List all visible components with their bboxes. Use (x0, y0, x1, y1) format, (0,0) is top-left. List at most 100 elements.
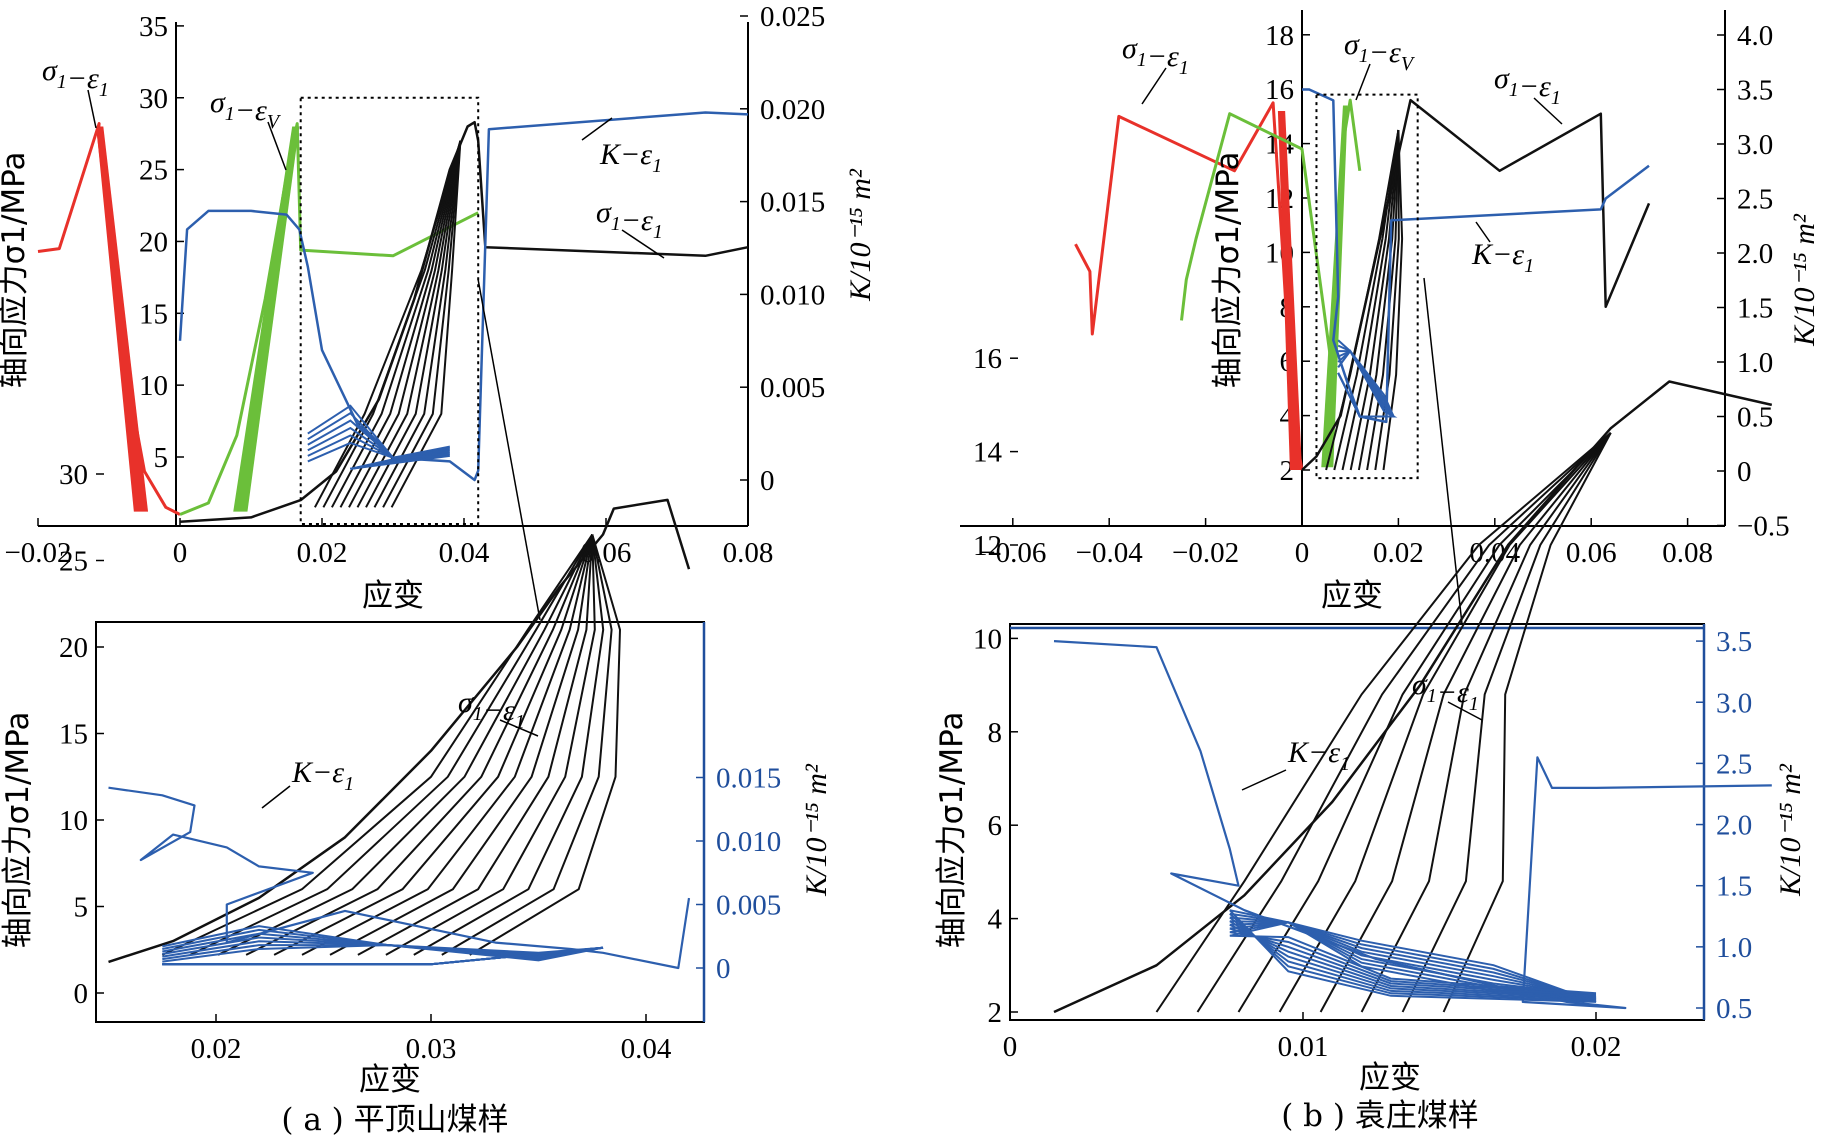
series-b-inset-perm-loop (1229, 921, 1597, 995)
x-label-a-inset: 应变 (359, 1062, 421, 1098)
series-a-inset-axial-loop (245, 534, 594, 956)
caption-b: ( b ) 袁庄煤样 (1281, 1098, 1479, 1134)
series-a-inset-axial-loop (469, 534, 622, 956)
zoom-connector-a (477, 279, 541, 621)
x-b-tick-label: 0 (1295, 537, 1310, 569)
x-a-tick-label: −0.02 (4, 537, 71, 569)
y-a-inset-tick-label: 5 (74, 892, 89, 924)
y2-b-inset-tick-label: 1.5 (1716, 871, 1752, 903)
series-b-inset-axial-loop (1401, 432, 1612, 1013)
series-a-perm-loop (307, 404, 450, 470)
series-b-inset-axial-loop (1360, 432, 1612, 1013)
x-label-b-inset: 应变 (1359, 1060, 1421, 1096)
series-b-perm-loop (1337, 349, 1398, 418)
leader-a-vol (267, 121, 287, 171)
x-a-inset-tick-label: 0.04 (621, 1033, 672, 1065)
x-a-tick-label: 0.04 (439, 537, 490, 569)
y-label-b: 轴向应力σ1/MPa (1210, 152, 1246, 389)
series-b-axial-loop (1382, 129, 1404, 471)
svg-text:K/10⁻¹⁵ m²: K/10⁻¹⁵ m² (800, 763, 833, 897)
series-a-inset-axial-loop (301, 534, 594, 956)
y2-b-tick-label: 3.0 (1737, 129, 1773, 161)
leader-b-vol (1355, 63, 1371, 101)
y2-a-tick-label: 0.025 (760, 1, 825, 33)
svg-text:轴向应力σ1/MPa: 轴向应力σ1/MPa (1210, 152, 1246, 389)
series-a-inset-axial-loop (217, 534, 594, 956)
y2-b-tick-label: 0 (1737, 456, 1752, 488)
series-a-axial-loop (331, 140, 462, 508)
series-a-axial-loop (348, 140, 462, 508)
y-a-inset-tick-label: 15 (59, 719, 88, 751)
series-b-axial-loop (1349, 129, 1400, 471)
x-b-tick-label: −0.06 (979, 537, 1046, 569)
y2-b-inset-tick-label: 2.5 (1716, 748, 1752, 780)
y-a-tick-label: 30 (139, 83, 168, 115)
series-a-perm (178, 111, 749, 482)
x-b-tick-label: −0.04 (1076, 537, 1144, 569)
y-a-tick-label: 25 (139, 155, 168, 187)
y-a-tick-label: 35 (139, 11, 168, 43)
y2-b-tick-label: 4.0 (1737, 20, 1773, 52)
series-a-inset-perm-loop (162, 925, 604, 966)
y-a-tick-label: 20 (139, 226, 168, 258)
y2-a-inset-tick-label: 0.015 (716, 763, 781, 795)
series-a-inset-axial-loop (329, 534, 594, 956)
series-a-radial-band (96, 126, 149, 512)
y2-b-tick-label: 2.0 (1737, 238, 1773, 270)
y-b-inset-tick-label: 4 (988, 904, 1003, 936)
y-label-a: 轴向应力σ1/MPa (0, 152, 32, 389)
y2-a-tick-label: 0.010 (760, 279, 825, 311)
y2-a-tick-label: 0.020 (760, 94, 825, 126)
y2-b-tick-label: 1.0 (1737, 347, 1773, 379)
annotation-a-perm: K−ε1 (599, 138, 662, 177)
y-a-inset-tick-label: 10 (59, 805, 88, 837)
y-label-a-inset: 轴向应力σ1/MPa (0, 712, 36, 949)
y2-a-inset-tick-label: 0 (716, 953, 731, 985)
series-a-inset-axial-loop (161, 533, 594, 956)
x-label-a: 应变 (362, 578, 424, 614)
annotation-a-axial: σ1−ε1 (596, 196, 663, 243)
y2-b-inset-tick-label: 3.5 (1716, 626, 1752, 658)
y-b-inset-tick-label: 8 (988, 717, 1003, 749)
y2-b-tick-label: 2.5 (1737, 184, 1773, 216)
y2-label-a-inset: K/10⁻¹⁵ m² (800, 763, 833, 897)
svg-text:轴向应力σ1/MPa: 轴向应力σ1/MPa (0, 712, 36, 949)
series-a-axial-loop (322, 140, 462, 508)
y2-label-b-inset: K/10⁻¹⁵ m² (1774, 763, 1807, 897)
series-a-axial-loop (339, 140, 462, 508)
y-b-inset-tick-label: 2 (988, 997, 1003, 1029)
annotation-b-inset-perm: K−ε1 (1287, 736, 1350, 775)
leader-b-radial (1141, 67, 1167, 105)
y2-b-tick-label: 3.5 (1737, 75, 1773, 107)
leader-a-radial (87, 89, 97, 129)
series-b-inset-axial-loop (1155, 432, 1612, 1013)
series-a-inset-axial-loop (273, 534, 594, 956)
leader-a-axial (621, 229, 665, 259)
x-a-inset-tick-label: 0.03 (406, 1033, 457, 1065)
x-a-tick-label: 0 (173, 537, 188, 569)
y2-label-b: K/10⁻¹⁵ m² (1788, 213, 1821, 347)
leader-b-axial (1533, 97, 1563, 125)
y2-a-tick-label: 0.015 (760, 187, 825, 219)
series-b-axial-loop (1374, 129, 1400, 471)
series-b-axial (1301, 98, 1651, 471)
y-label-b-inset: 轴向应力σ1/MPa (934, 712, 970, 949)
series-b-axial-loop (1341, 129, 1400, 471)
leader-b-inset-perm (1241, 769, 1287, 791)
svg-text:K/10⁻¹⁵ m²: K/10⁻¹⁵ m² (1788, 213, 1821, 347)
annotation-b-vol: σ1−εV (1344, 28, 1416, 75)
series-b-perm (1302, 88, 1650, 424)
series-a-inset-axial-loop (441, 534, 613, 956)
svg-text:轴向应力σ1/MPa: 轴向应力σ1/MPa (934, 712, 970, 949)
caption-a: ( a ) 平顶山煤样 (281, 1102, 508, 1138)
y2-b-inset-tick-label: 3.0 (1716, 687, 1752, 719)
x-b-inset-tick-label: 0.02 (1571, 1031, 1622, 1063)
x-b-tick-label: 0.08 (1662, 537, 1713, 569)
leader-a-inset-axial (499, 719, 539, 737)
y-a-inset-tick-label: 25 (59, 546, 88, 578)
y-b-tick-label: 18 (1265, 20, 1294, 52)
series-b-inset-axial-loop (1442, 432, 1612, 1013)
x-b-inset-tick-label: 0.01 (1278, 1031, 1329, 1063)
series-a-inset-axial-loop (189, 533, 594, 956)
